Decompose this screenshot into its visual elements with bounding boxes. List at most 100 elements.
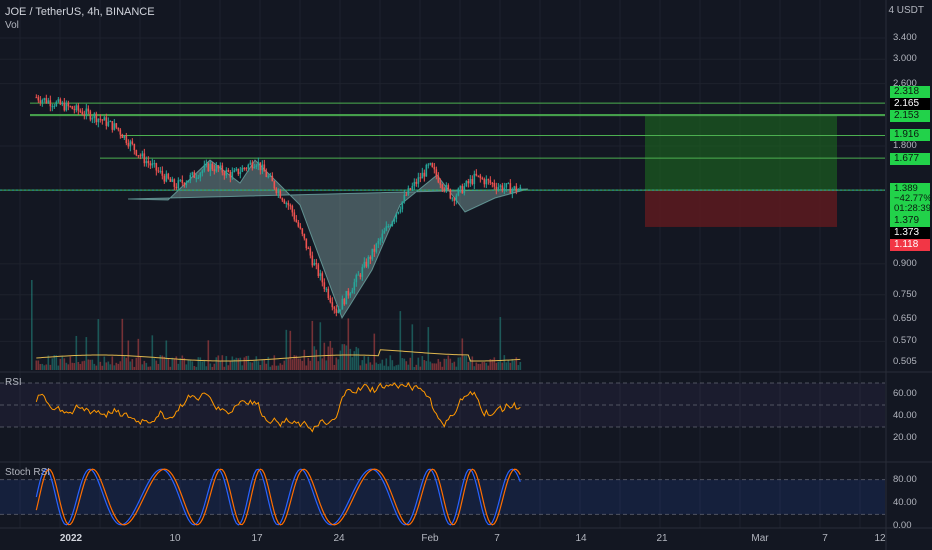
candle	[313, 262, 316, 266]
volume-bar	[483, 362, 486, 370]
candle	[509, 183, 512, 194]
volume-bar	[157, 363, 160, 370]
candle	[419, 177, 422, 179]
candle	[265, 171, 268, 177]
candle	[183, 182, 186, 186]
volume-bar	[385, 358, 388, 370]
candle	[43, 98, 46, 100]
volume-bar	[213, 363, 216, 370]
volume-bar	[169, 366, 172, 370]
volume-bar	[249, 362, 252, 370]
volume-bar	[45, 364, 48, 370]
volume-bar	[135, 357, 138, 370]
volume-bar	[203, 359, 206, 370]
volume-bar	[487, 365, 490, 370]
volume-bar	[297, 358, 300, 370]
price-label-4: 1.677	[890, 153, 930, 165]
volume-bar	[47, 355, 50, 370]
rsi-tick-label: 40.00	[893, 410, 917, 421]
candle	[389, 225, 392, 227]
volume-bar	[457, 357, 460, 370]
candle	[363, 261, 366, 268]
volume-bar	[199, 357, 202, 370]
volume-bar	[227, 365, 230, 370]
volume-bar	[73, 363, 76, 370]
candle	[135, 149, 138, 156]
candle	[463, 186, 466, 194]
volume-indicator-label[interactable]: Vol	[5, 20, 19, 31]
candle	[475, 173, 478, 176]
candle	[281, 198, 284, 201]
volume-bar	[109, 364, 112, 370]
volume-bar	[475, 362, 478, 370]
candle	[53, 106, 56, 108]
volume-bar	[485, 363, 488, 370]
volume-bar	[91, 359, 94, 370]
volume-bar	[459, 357, 462, 370]
candle	[377, 240, 380, 244]
candle	[339, 309, 342, 311]
volume-bar	[251, 362, 254, 370]
candle	[171, 179, 174, 182]
volume-bar	[467, 361, 470, 370]
candle	[249, 162, 252, 165]
volume-bar	[143, 360, 146, 370]
volume-bar	[493, 357, 496, 370]
volume-bar	[31, 280, 33, 370]
candle	[191, 172, 194, 175]
candle	[145, 161, 148, 164]
volume-bar	[363, 356, 366, 370]
volume-bar	[89, 359, 92, 370]
candle	[449, 189, 452, 199]
time-tick-label: 10	[169, 533, 181, 544]
volume-bar	[299, 358, 302, 370]
volume-bar	[205, 366, 208, 370]
volume-bar	[115, 362, 118, 370]
candle	[149, 163, 152, 166]
price-tick-label: 3.000	[893, 53, 917, 65]
symbol-title[interactable]: JOE / TetherUS, 4h, BINANCE	[5, 6, 155, 18]
candle	[85, 108, 88, 115]
candle	[385, 226, 388, 231]
volume-bar	[327, 346, 330, 370]
volume-bar	[343, 344, 346, 370]
volume-bar	[207, 340, 210, 370]
candle	[55, 101, 58, 107]
candle	[37, 97, 40, 101]
rsi-label[interactable]: RSI	[5, 377, 22, 388]
candle	[407, 188, 410, 195]
candle	[223, 172, 226, 176]
volume-bar	[35, 360, 38, 370]
volume-bar	[253, 360, 256, 370]
volume-bar	[247, 355, 250, 370]
volume-bar	[357, 348, 360, 370]
candle	[465, 181, 468, 187]
volume-bar	[67, 364, 70, 370]
candle	[113, 123, 116, 130]
currency-label[interactable]: 4 USDT	[888, 5, 924, 16]
price-tick-label: 3.400	[893, 32, 917, 43]
time-tick-label: Feb	[421, 533, 439, 544]
stoch-rsi-label[interactable]: Stoch RSI	[5, 467, 51, 478]
candle	[115, 123, 118, 128]
volume-bar	[339, 350, 342, 370]
candle	[381, 233, 384, 239]
volume-bar	[193, 365, 196, 370]
volume-bar	[439, 361, 442, 370]
stoch-tick-label: 80.00	[893, 473, 917, 485]
candle	[189, 174, 192, 181]
volume-bar	[449, 358, 452, 370]
candle	[161, 170, 164, 176]
volume-bar	[517, 365, 520, 370]
time-tick-label: 24	[333, 533, 345, 544]
candle	[123, 135, 126, 138]
volume-bar	[371, 364, 374, 370]
volume-bar	[235, 357, 238, 370]
volume-bar	[423, 360, 426, 370]
volume-bar	[353, 351, 356, 370]
candle	[45, 98, 48, 104]
candle	[297, 222, 300, 227]
volume-bar	[479, 363, 482, 370]
price-label-1: 2.165	[890, 98, 930, 110]
